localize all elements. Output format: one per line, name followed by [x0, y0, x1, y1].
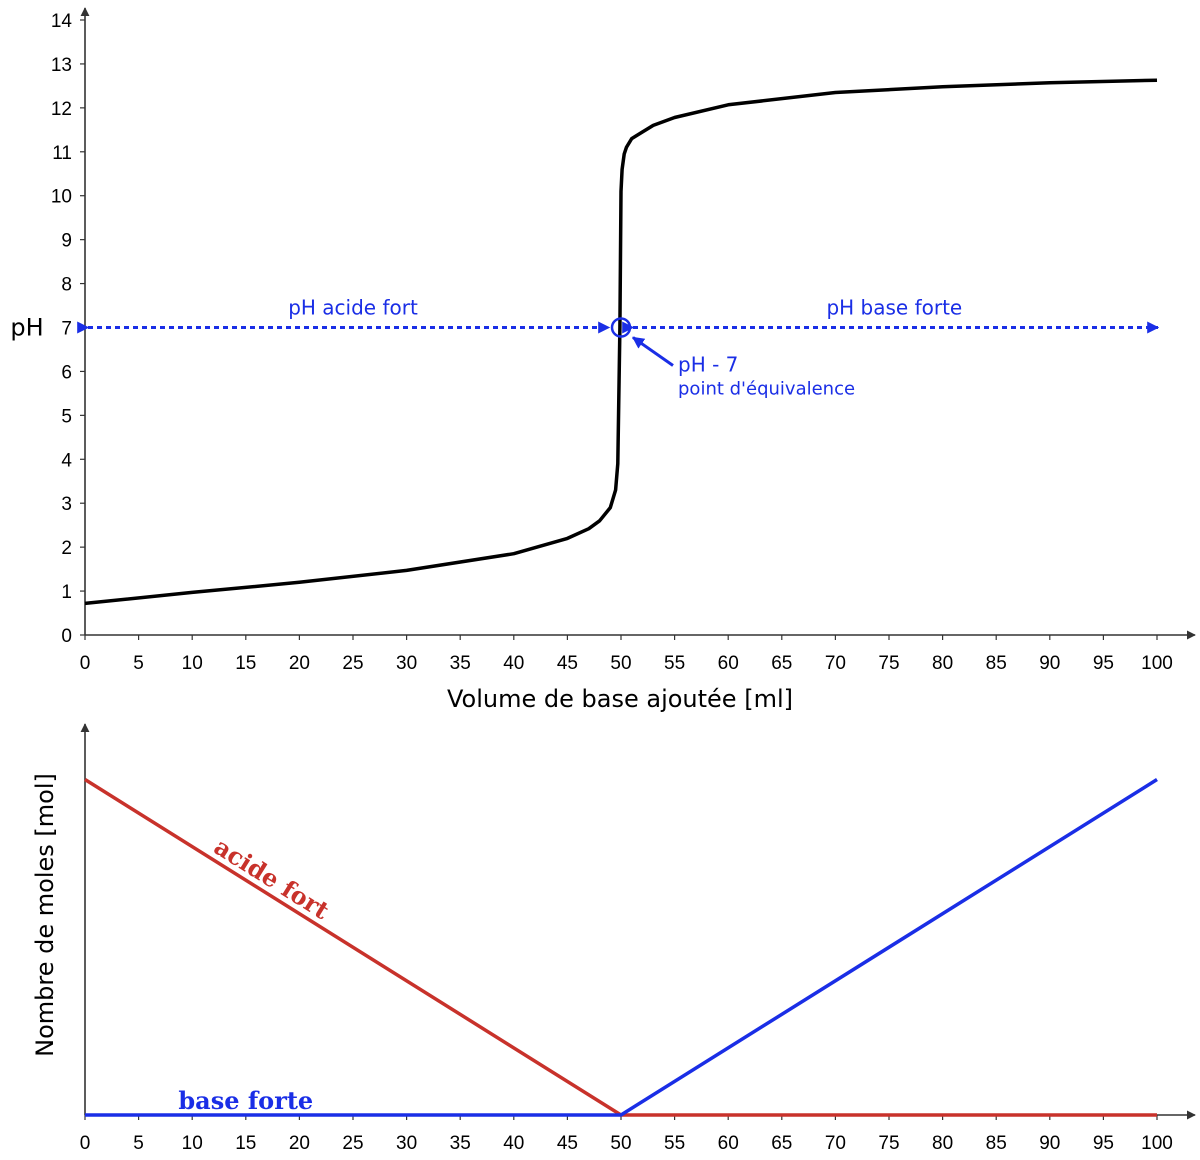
- y-tick-label: 9: [61, 231, 72, 252]
- x-tick-label: 100: [1141, 653, 1173, 674]
- x-tick-label: 90: [1039, 653, 1060, 674]
- x-tick-label: 30: [396, 653, 417, 674]
- ph-chart-annotations: pH acide fort pH base forte pH - 7 point…: [77, 296, 1160, 400]
- x-tick-label: 25: [342, 1133, 363, 1154]
- y-tick-label: 10: [51, 187, 72, 208]
- x-tick-label: 95: [1093, 653, 1114, 674]
- y-tick-label: 13: [51, 55, 72, 76]
- x-tick-label: 10: [182, 653, 203, 674]
- y-tick-label: 6: [61, 362, 72, 383]
- equivalence-label-ph: pH - 7: [678, 353, 738, 377]
- x-tick-label: 50: [610, 653, 631, 674]
- x-tick-label: 90: [1039, 1133, 1060, 1154]
- x-tick-label: 40: [503, 653, 524, 674]
- base-forte-series-label: base forte: [178, 1086, 313, 1115]
- ph-chart-x-axis-label: Volume de base ajoutée [ml]: [447, 685, 793, 713]
- x-tick-label: 50: [610, 1133, 631, 1154]
- x-tick-label: 35: [450, 653, 471, 674]
- x-tick-label: 85: [986, 1133, 1007, 1154]
- base-region-label: pH base forte: [826, 296, 962, 320]
- x-tick-label: 0: [80, 1133, 91, 1154]
- x-tick-label: 70: [825, 1133, 846, 1154]
- x-tick-label: 0: [80, 653, 91, 674]
- ph-chart-y-axis-label: pH: [10, 314, 43, 342]
- y-tick-label: 7: [61, 319, 72, 340]
- x-tick-label: 80: [932, 653, 953, 674]
- x-tick-label: 45: [557, 1133, 578, 1154]
- ph-chart-x-ticks: 0 5 10 15 20 25 30 35 40 45 50 55 60 65 70 75 80 85 90 95 10…: [80, 635, 1173, 674]
- x-tick-label: 45: [557, 653, 578, 674]
- x-tick-label: 15: [235, 1133, 256, 1154]
- ph-titration-chart: 0 5 10 15 20 25 30 35 40 45 50 55 60 65 70 75 80 85 90 95 10…: [10, 7, 1196, 713]
- ph-chart-axes: [80, 7, 1196, 640]
- moles-chart-x-ticks: 0 5 10 15 20 25 30 35 40 45 50 55 60 65 70 75 80 85 90 95 10…: [80, 1115, 1173, 1154]
- x-tick-label: 70: [825, 653, 846, 674]
- x-tick-label: 5: [133, 653, 144, 674]
- base-forte-series: [85, 778, 1158, 1117]
- moles-chart-axes: [80, 723, 1196, 1120]
- acide-fort-series: [84, 778, 1157, 1117]
- y-tick-label: 4: [61, 450, 72, 471]
- y-tick-label: 8: [61, 275, 72, 296]
- equivalence-point-marker: [610, 317, 632, 338]
- y-tick-label: 3: [61, 494, 72, 515]
- ph-curve-series: [84, 78, 1158, 606]
- x-tick-label: 15: [235, 653, 256, 674]
- acid-region-label: pH acide fort: [288, 296, 418, 320]
- moles-chart: 0 5 10 15 20 25 30 35 40 45 50 55 60 65 70 75 80 85 90 95 10…: [31, 723, 1196, 1154]
- x-tick-label: 55: [664, 1133, 685, 1154]
- y-tick-label: 1: [61, 582, 72, 603]
- y-tick-label: 14: [51, 11, 73, 32]
- y-tick-label: 5: [61, 406, 72, 427]
- equivalence-pointer-arrow: [632, 336, 674, 367]
- x-tick-label: 65: [771, 653, 792, 674]
- x-tick-label: 25: [342, 653, 363, 674]
- x-tick-label: 30: [396, 1133, 417, 1154]
- x-tick-label: 55: [664, 653, 685, 674]
- y-tick-label: 0: [61, 626, 72, 647]
- y-tick-label: 12: [51, 99, 72, 120]
- x-tick-label: 60: [718, 653, 739, 674]
- x-tick-label: 100: [1141, 1133, 1173, 1154]
- x-tick-label: 60: [718, 1133, 739, 1154]
- y-tick-label: 11: [52, 143, 72, 164]
- x-tick-label: 20: [289, 1133, 310, 1154]
- x-tick-label: 80: [932, 1133, 953, 1154]
- x-tick-label: 85: [986, 653, 1007, 674]
- x-tick-label: 10: [182, 1133, 203, 1154]
- x-tick-label: 40: [503, 1133, 524, 1154]
- moles-chart-y-axis-label: Nombre de moles [mol]: [31, 773, 59, 1057]
- x-tick-label: 20: [289, 653, 310, 674]
- acide-fort-series-label: acide fort: [209, 832, 334, 925]
- x-tick-label: 75: [878, 1133, 899, 1154]
- y-tick-label: 2: [61, 538, 72, 559]
- x-tick-label: 95: [1093, 1133, 1114, 1154]
- x-tick-label: 75: [878, 653, 899, 674]
- equivalence-label-text: point d'équivalence: [678, 379, 855, 400]
- x-tick-label: 5: [133, 1133, 144, 1154]
- x-tick-label: 65: [771, 1133, 792, 1154]
- x-tick-label: 35: [450, 1133, 471, 1154]
